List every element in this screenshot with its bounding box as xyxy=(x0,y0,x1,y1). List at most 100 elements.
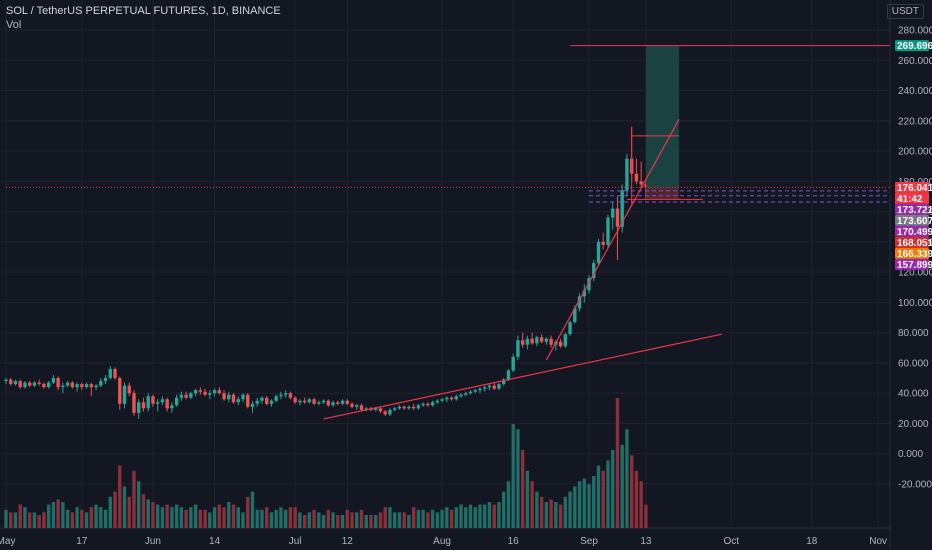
candle-body xyxy=(331,402,335,406)
volume-bar xyxy=(118,465,122,528)
volume-bar xyxy=(279,507,283,528)
currency-badge[interactable]: USDT xyxy=(886,4,924,19)
volume-bar xyxy=(212,507,217,528)
candle-body xyxy=(75,384,79,388)
price-tick-label: 200.000 xyxy=(898,147,932,158)
candle-body xyxy=(279,394,283,397)
candle-body xyxy=(184,394,188,398)
candle-body xyxy=(32,382,37,386)
volume-bar xyxy=(611,450,615,528)
candle-body xyxy=(416,405,421,409)
candle-body xyxy=(231,394,236,403)
volume-bar xyxy=(345,509,349,528)
price-tag xyxy=(895,247,929,259)
volume-bar xyxy=(606,460,610,528)
volume-bar xyxy=(132,470,136,528)
candle-body xyxy=(274,396,278,401)
candle-body xyxy=(611,208,615,218)
trend-line[interactable] xyxy=(545,118,680,361)
price-tag-label: 173.721 xyxy=(897,205,932,216)
volume-bar xyxy=(544,502,549,528)
volume-bar xyxy=(592,476,596,528)
candle-body xyxy=(568,322,572,335)
volume-bar xyxy=(155,504,160,528)
candle-body xyxy=(402,406,406,409)
volume-bar xyxy=(302,515,307,528)
time-tick-label: Aug xyxy=(433,536,451,547)
price-tag xyxy=(895,203,929,215)
volume-bar xyxy=(464,507,468,528)
time-tick-label: Nov xyxy=(869,536,887,547)
candle-body xyxy=(51,378,56,383)
chart-title[interactable]: SOL / TetherUS PERPETUAL FUTURES, 1D, BI… xyxy=(6,5,281,17)
candle-body xyxy=(42,384,46,388)
time-axis[interactable]: May 17 Jun 14 Jul 12 Aug 16 Sep 13 Oct 18 Nov xyxy=(0,536,887,547)
volume-bar xyxy=(634,470,639,528)
volume-bar xyxy=(459,504,463,528)
volume-bar xyxy=(265,507,269,528)
price-tick-label: 280.000 xyxy=(898,26,932,37)
candle-body xyxy=(359,405,364,410)
candle-body xyxy=(170,405,174,409)
candle-body xyxy=(137,402,141,413)
candle-body xyxy=(13,381,18,385)
volume-bar xyxy=(298,512,302,528)
candle-body xyxy=(497,384,501,389)
candle-body xyxy=(255,400,259,404)
candle-body xyxy=(397,406,402,409)
candle-body xyxy=(582,290,586,297)
candle-body xyxy=(189,393,193,398)
candle-body xyxy=(4,379,8,382)
volume-bar xyxy=(127,496,131,528)
candle-body xyxy=(592,263,596,279)
time-tick-label: Jul xyxy=(289,536,302,547)
volume-bar xyxy=(250,491,255,528)
volume-bar xyxy=(554,502,558,528)
candle-body xyxy=(46,382,51,388)
candle-body xyxy=(340,400,345,404)
volume-bar xyxy=(56,499,60,528)
candle-body xyxy=(634,173,639,182)
candle-body xyxy=(113,368,117,379)
drawings[interactable] xyxy=(6,45,890,420)
volume-bar xyxy=(255,509,259,528)
volume-bar xyxy=(620,444,624,528)
candle-body xyxy=(492,385,496,389)
candle-body xyxy=(141,402,146,409)
countdown-tag xyxy=(895,192,929,204)
volume-bar xyxy=(146,499,150,528)
candle-body xyxy=(364,408,368,410)
price-tick-label: 220.000 xyxy=(898,116,932,127)
volume-indicator-label[interactable]: Vol xyxy=(6,19,22,31)
volume-bars xyxy=(4,398,648,528)
volume-bar xyxy=(65,509,70,528)
time-tick-label: 17 xyxy=(76,536,88,547)
volume-bar xyxy=(340,515,345,528)
price-tag xyxy=(895,40,929,52)
candle-body xyxy=(468,391,473,394)
candle-body xyxy=(160,399,165,403)
volume-bar xyxy=(317,512,321,528)
volume-bar xyxy=(222,507,226,528)
candle-body xyxy=(383,411,387,415)
candle-body xyxy=(307,399,312,403)
volume-bar xyxy=(37,515,41,528)
candle-body xyxy=(298,400,302,403)
volume-bar xyxy=(573,486,577,528)
volume-bar xyxy=(184,509,188,528)
volume-bar xyxy=(193,504,198,528)
candle-body xyxy=(56,378,60,388)
volume-bar xyxy=(644,504,648,528)
candle-body xyxy=(94,385,98,388)
trend-line[interactable] xyxy=(323,333,722,420)
candle-body xyxy=(544,338,549,342)
time-tick-label: May xyxy=(0,536,15,547)
volume-bar xyxy=(601,470,605,528)
candle-body xyxy=(454,396,458,400)
candle-body xyxy=(483,387,487,389)
price-tag xyxy=(895,258,929,270)
candle-body xyxy=(65,382,70,386)
time-tick-label: Sep xyxy=(580,536,598,547)
